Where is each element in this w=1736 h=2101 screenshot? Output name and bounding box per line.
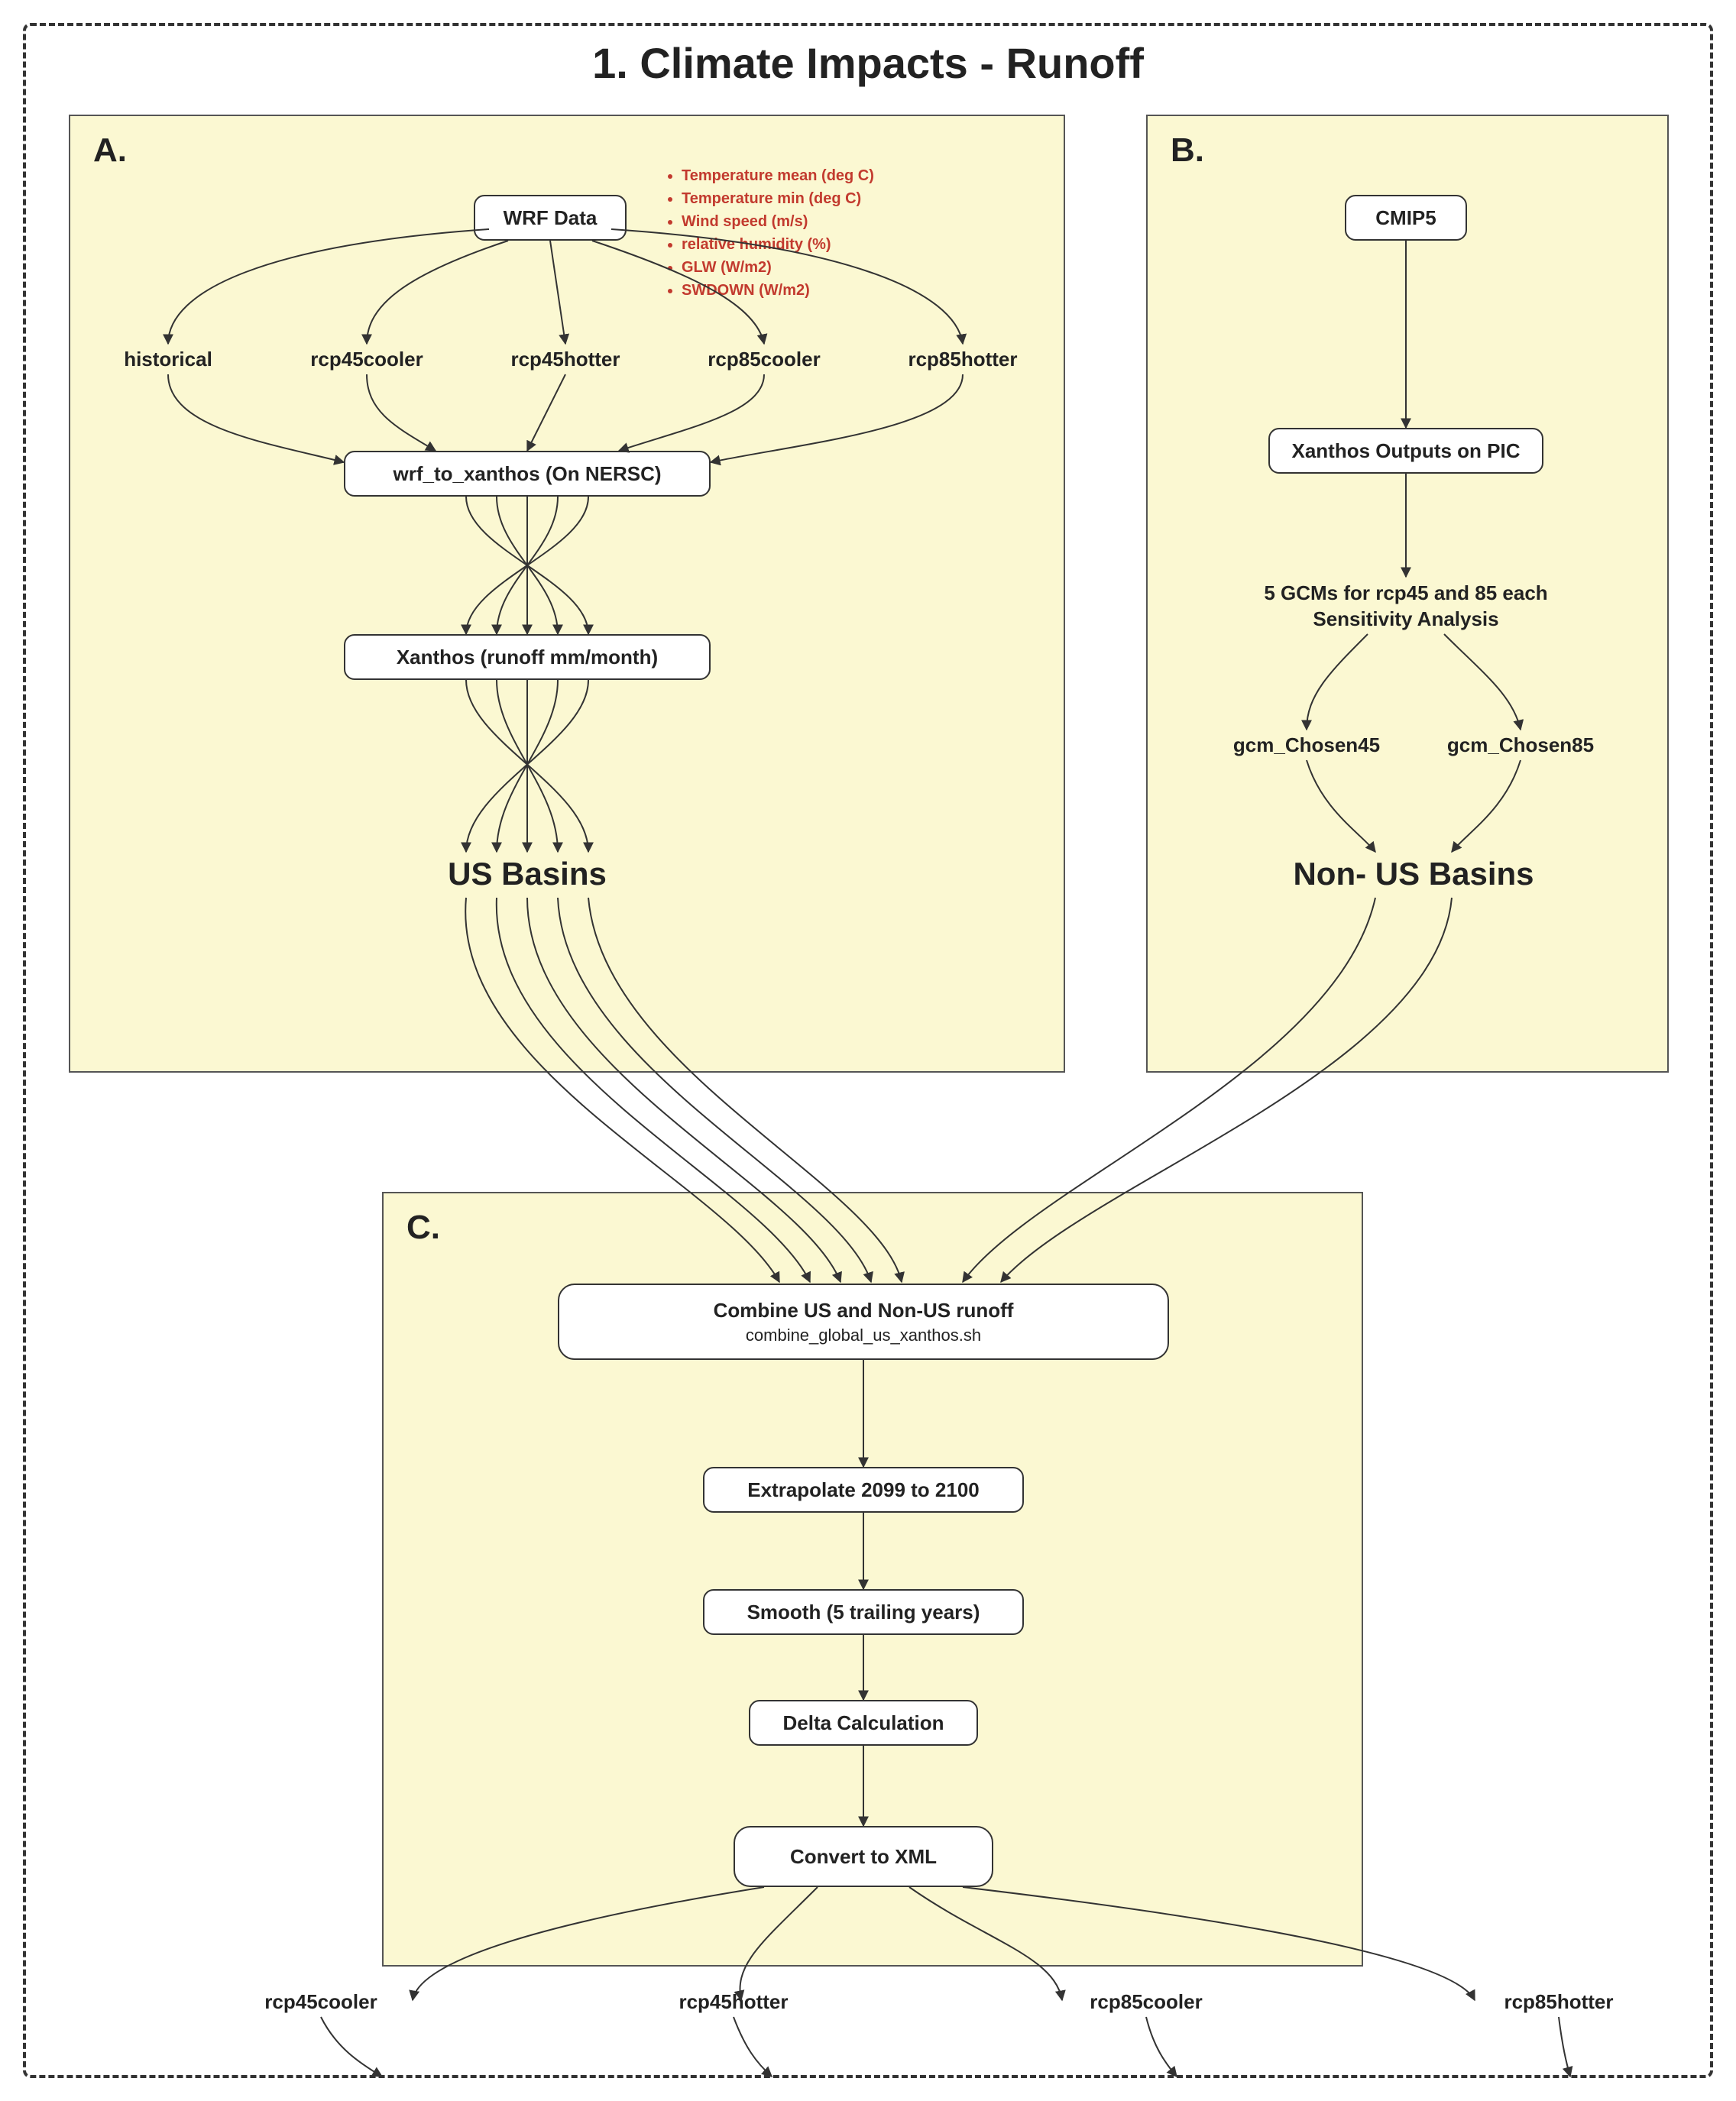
node-xml-label: Convert to XML [790, 1845, 937, 1869]
node-smooth-label: Smooth (5 trailing years) [747, 1601, 980, 1624]
node-xanthos-pic-label: Xanthos Outputs on PIC [1292, 439, 1521, 463]
node-extrapolate-label: Extrapolate 2099 to 2100 [747, 1478, 980, 1502]
output-rcp45hotter: rcp45hotter [649, 1990, 818, 2014]
node-extrapolate: Extrapolate 2099 to 2100 [703, 1467, 1024, 1513]
node-wrf-data-label: WRF Data [504, 206, 598, 230]
non-us-basins-text: Non- US Basins [1284, 856, 1543, 892]
node-wrf-to-xanthos: wrf_to_xanthos (On NERSC) [344, 451, 711, 497]
node-wrf-data: WRF Data [474, 195, 627, 241]
us-basins-text: US Basins [428, 856, 627, 892]
scenario-rcp85cooler: rcp85cooler [680, 348, 848, 371]
diagram-canvas: 1. Climate Impacts - Runoff A. B. C. WRF… [0, 0, 1736, 2101]
red-item: relative humidity (%) [682, 233, 874, 256]
gcm-line1: 5 GCMs for rcp45 and 85 each [1264, 581, 1547, 604]
output-rcp85hotter: rcp85hotter [1475, 1990, 1643, 2014]
panel-b-label: B. [1171, 131, 1204, 170]
scenario-rcp85hotter: rcp85hotter [879, 348, 1047, 371]
node-combine-sub: combine_global_us_xanthos.sh [746, 1326, 981, 1345]
node-xml: Convert to XML [734, 1826, 993, 1887]
node-xanthos-label: Xanthos (runoff mm/month) [397, 646, 658, 669]
gcm-chosen45: gcm_Chosen45 [1215, 733, 1398, 757]
panel-c-label: C. [406, 1209, 440, 1247]
node-combine: Combine US and Non-US runoff combine_glo… [558, 1284, 1169, 1360]
red-item: Temperature min (deg C) [682, 187, 874, 210]
node-wrf-to-xanthos-label: wrf_to_xanthos (On NERSC) [393, 462, 661, 486]
output-rcp45cooler: rcp45cooler [237, 1990, 405, 2014]
output-rcp85cooler: rcp85cooler [1062, 1990, 1230, 2014]
scenario-rcp45hotter: rcp45hotter [481, 348, 649, 371]
diagram-title: 1. Climate Impacts - Runoff [0, 38, 1736, 88]
node-xanthos-pic: Xanthos Outputs on PIC [1268, 428, 1543, 474]
node-xanthos: Xanthos (runoff mm/month) [344, 634, 711, 680]
panel-a-label: A. [93, 131, 127, 170]
node-delta-label: Delta Calculation [783, 1711, 944, 1735]
node-smooth: Smooth (5 trailing years) [703, 1589, 1024, 1635]
node-delta: Delta Calculation [749, 1700, 978, 1746]
red-item: SWDOWN (W/m2) [682, 279, 874, 302]
scenario-historical: historical [99, 348, 237, 371]
gcm-line2: Sensitivity Analysis [1313, 607, 1498, 630]
red-item: Temperature mean (deg C) [682, 164, 874, 187]
gcm-chosen85: gcm_Chosen85 [1429, 733, 1612, 757]
node-cmip5: CMIP5 [1345, 195, 1467, 241]
node-cmip5-label: CMIP5 [1375, 206, 1436, 230]
node-combine-title: Combine US and Non-US runoff [714, 1299, 1014, 1322]
gcm-sensitivity-text: 5 GCMs for rcp45 and 85 each Sensitivity… [1253, 581, 1559, 633]
panel-a: A. [69, 115, 1065, 1073]
red-variable-list: Temperature mean (deg C) Temperature min… [665, 164, 874, 302]
red-item: GLW (W/m2) [682, 256, 874, 279]
scenario-rcp45cooler: rcp45cooler [283, 348, 451, 371]
red-item: Wind speed (m/s) [682, 210, 874, 233]
